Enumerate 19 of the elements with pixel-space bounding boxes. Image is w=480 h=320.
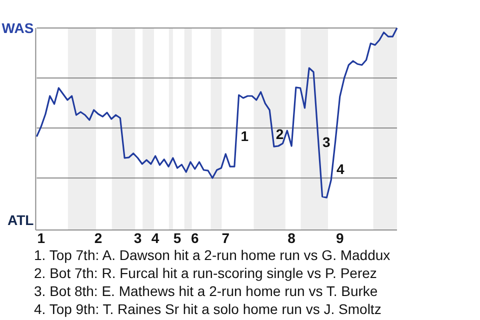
annotation: 1 — [240, 128, 249, 144]
text: 1. Top 7th: A. Dawson hit a 2-run home run vs G. Maddux — [34, 247, 390, 263]
x-tick-label: 1 — [37, 230, 46, 246]
x-tick-label: 8 — [288, 230, 296, 246]
x-tick-label: 5 — [173, 230, 182, 246]
x-tick-label: 4 — [151, 230, 160, 246]
text: WAS — [2, 20, 34, 36]
annotation: 2 — [276, 126, 284, 142]
annotation: 4 — [336, 160, 345, 177]
x-tick-label: 6 — [190, 230, 199, 246]
text: 3. Bot 8th: E. Mathews hit a 2-run home run vs T. Burke — [34, 283, 378, 299]
x-tick-label: 9 — [336, 230, 344, 246]
text: 4. Top 9th: T. Raines Sr hit a solo home run vs J. Smoltz — [34, 301, 382, 317]
text: ATL — [8, 212, 34, 228]
annotation: 3 — [322, 134, 330, 150]
x-tick-label: 2 — [94, 230, 102, 246]
text: 2. Bot 7th: R. Furcal hit a run-scoring single vs P. Perez — [34, 265, 377, 281]
x-tick-label: 7 — [222, 230, 230, 246]
x-tick-label: 3 — [134, 230, 142, 246]
